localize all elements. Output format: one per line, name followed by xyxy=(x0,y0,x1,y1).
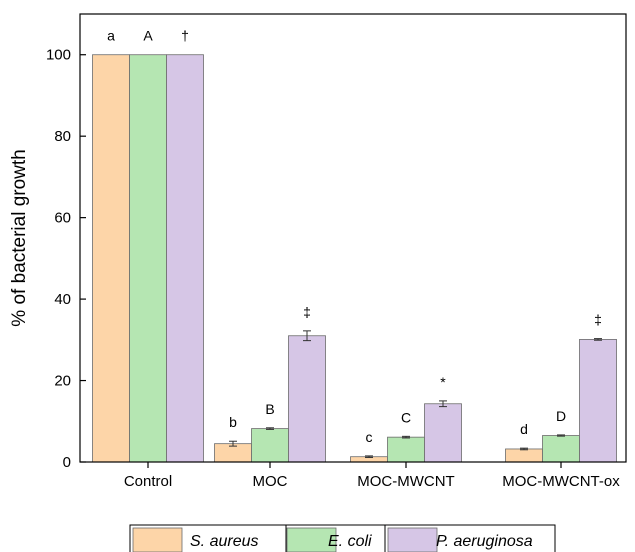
legend-box xyxy=(129,524,556,552)
bar xyxy=(505,448,543,463)
y-tick-label: 100 xyxy=(46,47,71,64)
significance-label: ‡ xyxy=(594,312,602,328)
legend-label: E. coli xyxy=(328,533,372,550)
significance-label: A xyxy=(143,28,153,44)
bar xyxy=(251,428,289,463)
bar xyxy=(579,339,617,463)
y-tick-label: 0 xyxy=(63,454,71,471)
bar xyxy=(166,54,204,463)
significance-label: c xyxy=(366,429,373,445)
category-label: MOC xyxy=(253,473,288,490)
bar xyxy=(92,54,130,463)
significance-label: † xyxy=(181,28,189,44)
legend-swatch xyxy=(387,527,438,552)
bar xyxy=(424,403,462,463)
significance-label: b xyxy=(229,414,237,430)
plot-frame xyxy=(79,13,627,463)
category-label: MOC-MWCNT xyxy=(357,473,454,490)
bars-layer: a A † b B ‡ c C * d D ‡ xyxy=(92,28,617,463)
y-tick-label: 20 xyxy=(54,373,71,390)
legend-swatch xyxy=(132,527,183,552)
significance-label: d xyxy=(520,421,528,437)
bar xyxy=(129,54,167,463)
significance-label: C xyxy=(401,409,411,425)
y-axis-title: % of bacterial growth xyxy=(9,149,30,326)
legend: S. aureus E. coli P. aeruginosa xyxy=(129,524,556,552)
significance-label: B xyxy=(265,401,274,417)
y-tick-label: 80 xyxy=(54,128,71,145)
category-label: MOC-MWCNT-ox xyxy=(502,473,620,490)
ticks-layer: 0 20 40 60 80 100 Control MOC MOC-MWCNT MOC-MWCNT… xyxy=(46,47,620,490)
legend-label: S. aureus xyxy=(190,533,258,550)
bar xyxy=(542,435,580,463)
bar xyxy=(288,335,326,463)
significance-label: D xyxy=(556,408,566,424)
legend-label: P. aeruginosa xyxy=(436,533,533,550)
significance-label: * xyxy=(440,374,446,390)
significance-label: ‡ xyxy=(303,304,311,320)
y-tick-label: 40 xyxy=(54,291,71,308)
bar xyxy=(387,436,425,463)
category-label: Control xyxy=(124,473,172,490)
legend-swatch xyxy=(286,527,337,552)
axes-layer xyxy=(79,13,627,463)
significance-label: a xyxy=(107,28,115,44)
y-tick-label: 60 xyxy=(54,210,71,227)
